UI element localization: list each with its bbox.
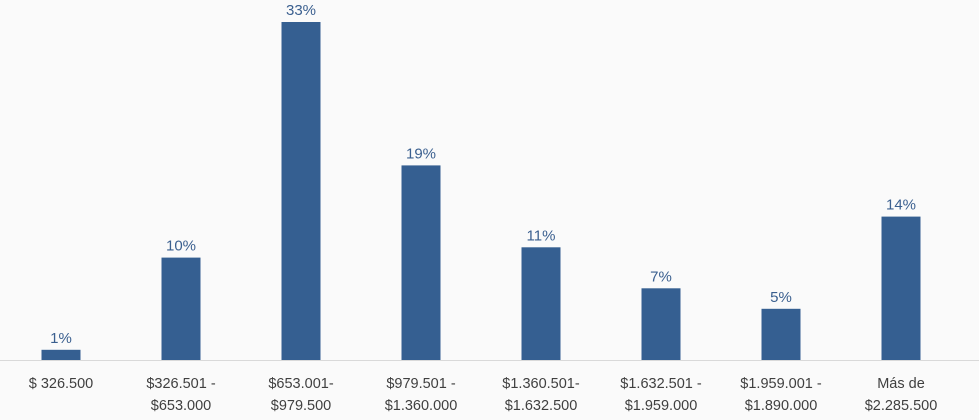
x-tick-label-1-line-0: $326.501 -	[146, 376, 216, 392]
x-tick-label-6-line-1: $1.890.000	[745, 398, 818, 414]
data-label-7: 14%	[886, 197, 916, 214]
x-tick-label-3-line-1: $1.360.000	[385, 398, 458, 414]
x-tick-label-4: $1.360.501- $1.632.500	[502, 376, 580, 414]
data-labels-group: 1% 10% 33% 19% 11% 7% 5% 14%	[50, 2, 916, 347]
x-tick-label-6: $1.959.001 - $1.890.000	[740, 376, 822, 414]
x-tick-label-2-line-0: $653.001-	[268, 376, 333, 392]
x-tick-label-4-line-1: $1.632.500	[505, 398, 578, 414]
x-tick-label-7-line-1: $2.285.500	[865, 398, 938, 414]
x-tick-label-2-line-1: $979.500	[271, 398, 331, 414]
data-label-1: 10%	[166, 238, 196, 255]
data-label-5: 7%	[650, 268, 672, 285]
data-label-4: 11%	[527, 227, 556, 244]
x-tick-label-4-line-0: $1.360.501-	[502, 376, 580, 392]
data-label-0: 1%	[50, 330, 72, 347]
x-tick-labels-group: $ 326.500 $326.501 - $653.000 $653.001- $979…	[29, 376, 938, 414]
bar-5	[641, 288, 681, 360]
x-tick-label-0: $ 326.500	[29, 376, 94, 392]
x-tick-label-1: $326.501 - $653.000	[146, 376, 216, 414]
bar-2	[281, 22, 321, 360]
data-label-2: 33%	[286, 2, 316, 19]
bar-1	[161, 257, 201, 360]
x-tick-label-7-line-0: Más de	[877, 376, 925, 392]
x-tick-label-1-line-1: $653.000	[151, 398, 211, 414]
x-tick-label-3: $979.501 - $1.360.000	[385, 376, 458, 414]
bar-6	[761, 308, 801, 360]
data-label-6: 5%	[770, 289, 792, 306]
bar-7	[881, 216, 921, 360]
bar-3	[401, 165, 441, 360]
x-tick-label-3-line-0: $979.501 -	[386, 376, 456, 392]
x-tick-label-6-line-0: $1.959.001 -	[740, 376, 822, 392]
x-tick-label-0-line-0: $ 326.500	[29, 376, 94, 392]
bar-4	[521, 247, 561, 360]
x-tick-label-5: $1.632.501 - $1.959.000	[620, 376, 702, 414]
data-label-3: 19%	[406, 145, 436, 162]
bars-group	[41, 22, 921, 360]
x-tick-label-2: $653.001- $979.500	[268, 376, 333, 414]
x-tick-label-5-line-1: $1.959.000	[625, 398, 698, 414]
x-tick-label-5-line-0: $1.632.501 -	[620, 376, 702, 392]
bar-0	[41, 349, 81, 360]
x-tick-label-7: Más de $2.285.500	[865, 376, 938, 414]
